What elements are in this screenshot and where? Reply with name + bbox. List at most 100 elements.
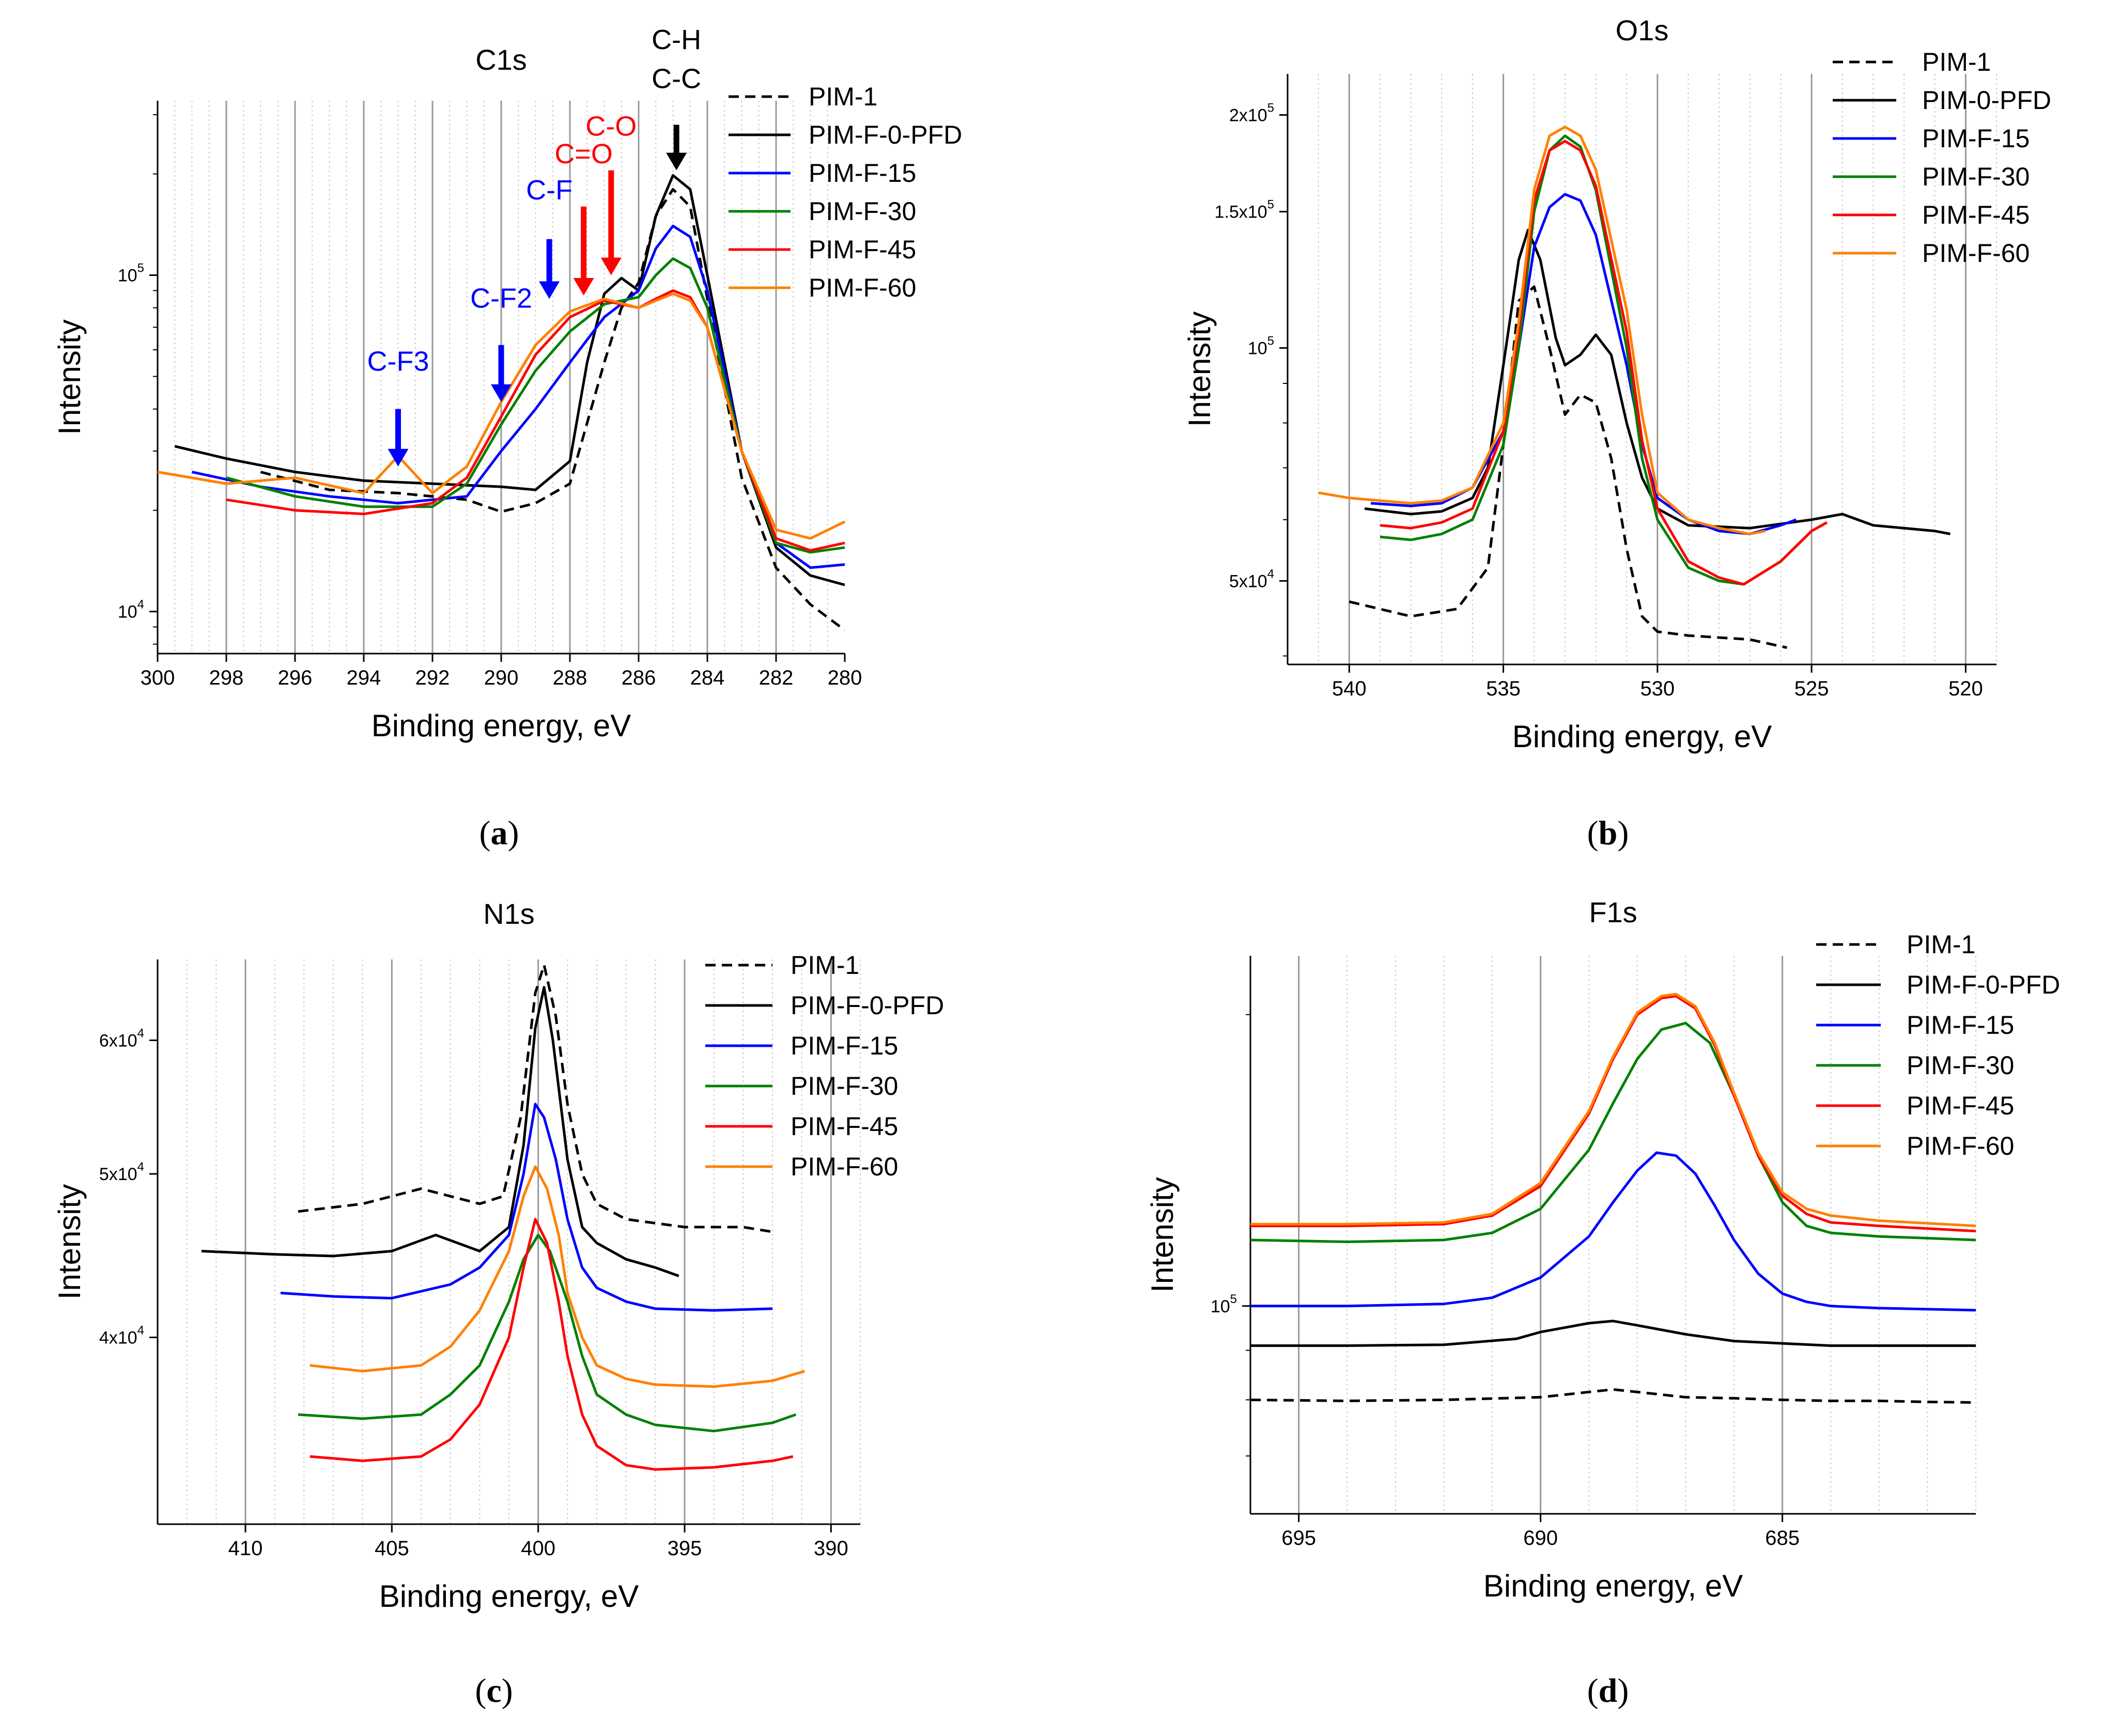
legend-label: PIM-1 — [791, 951, 859, 980]
legend-label: PIM-F-45 — [809, 235, 916, 264]
x-tick-label: 288 — [553, 667, 587, 689]
panel-label-b: (b) — [1587, 814, 1629, 852]
legend-label: PIM-F-45 — [1922, 200, 2030, 229]
chart-title: N1s — [483, 897, 535, 930]
annotation-label: C=O — [554, 138, 613, 169]
chart-title: O1s — [1616, 14, 1669, 47]
y-tick-label: 5x104 — [99, 1160, 144, 1184]
x-tick-label: 405 — [375, 1537, 409, 1560]
chart-title: C1s — [475, 43, 527, 76]
x-tick-label: 395 — [668, 1537, 702, 1560]
x-tick-label: 290 — [484, 667, 519, 689]
panel-label-a: (a) — [479, 814, 519, 852]
panel-d: 695 690 685 105 F1s Binding energy, eV Intensi… — [1145, 896, 2060, 1603]
series-pim-f-15 — [1250, 1151, 1976, 1312]
x-tick-label: 298 — [209, 667, 244, 689]
series-pim-f-60 — [157, 292, 846, 540]
panel-a: 300 298 296 294 292 290 288 286 284 282 280 104 105 C… — [52, 24, 962, 743]
y-axis-label: Intensity — [52, 1184, 87, 1299]
series-pim-f-45 — [1380, 140, 1828, 586]
x-tick-label: 685 — [1765, 1527, 1800, 1549]
legend-label: PIM-F-0-PFD — [1907, 970, 2060, 999]
y-tick-label: 105 — [118, 261, 144, 286]
series-pim-1 — [1250, 1388, 1976, 1404]
legend-label: PIM-F-30 — [1907, 1051, 2014, 1080]
series-pim-f-0-pfd — [174, 174, 845, 586]
series-pim-f-60 — [1250, 993, 1976, 1228]
x-axis-label: Binding energy, eV — [372, 708, 631, 743]
y-tick-label: 5x104 — [1229, 567, 1274, 591]
x-tick-label: 400 — [521, 1537, 555, 1560]
legend-label: PIM-F-15 — [791, 1031, 898, 1060]
annotation-arrowhead — [600, 257, 622, 275]
legend-label: PIM-0-PFD — [1922, 86, 2051, 115]
chart-title: F1s — [1589, 896, 1637, 928]
annotation-label: C-H — [652, 24, 701, 55]
legend-label: PIM-1 — [1907, 930, 1975, 959]
annotation-label: C-F — [526, 175, 572, 206]
series-pim-f-30 — [1250, 1021, 1976, 1243]
y-tick-label: 1.5x105 — [1215, 198, 1274, 222]
annotation-arrowhead — [388, 448, 409, 467]
panel-label-d: (d) — [1587, 1672, 1629, 1710]
legend-label: PIM-F-30 — [1922, 162, 2030, 191]
x-tick-label: 300 — [141, 667, 175, 689]
annotation-label: C-C — [652, 63, 701, 94]
series-pim-f-30 — [298, 1233, 797, 1433]
y-tick-label: 2x105 — [1229, 101, 1274, 126]
legend-label: PIM-F-60 — [791, 1152, 898, 1181]
series-pim-f-45 — [309, 1218, 794, 1471]
x-tick-label: 530 — [1640, 677, 1675, 700]
panel-b: 540 535 530 525 520 5x104 105 1.5x105 2x105 O1s Bi… — [1182, 14, 2051, 754]
annotation-arrowhead — [539, 281, 560, 299]
series-pim-f-60 — [1318, 126, 1766, 535]
series-pim-f-15 — [280, 1103, 773, 1312]
legend-label: PIM-F-15 — [1922, 124, 2030, 153]
legend-label: PIM-F-15 — [809, 159, 916, 188]
x-axis-label: Binding energy, eV — [1483, 1569, 1743, 1603]
legend-label: PIM-F-60 — [1922, 239, 2030, 268]
y-axis-label: Intensity — [52, 319, 87, 435]
x-tick-label: 390 — [814, 1537, 848, 1560]
series-pim-1 — [298, 964, 773, 1233]
legend-label: PIM-F-15 — [1907, 1011, 2014, 1040]
annotation-label: C-F2 — [470, 283, 532, 314]
x-tick-label: 292 — [415, 667, 450, 689]
annotation-label: C-O — [585, 111, 637, 142]
legend-label: PIM-1 — [1922, 48, 1991, 76]
annotation-label: C-F3 — [367, 346, 429, 377]
series-pim-f-0-pfd — [1250, 1320, 1976, 1347]
x-tick-label: 280 — [828, 667, 862, 689]
x-tick-label: 294 — [347, 667, 381, 689]
x-axis-label: Binding energy, eV — [379, 1579, 639, 1614]
x-tick-label: 535 — [1486, 677, 1521, 700]
y-tick-label: 104 — [118, 598, 144, 622]
annotation-arrowhead — [666, 152, 687, 171]
panel-c: 410 405 400 395 390 4x104 5x104 6x104 N1s Binding… — [52, 897, 944, 1614]
series-pim-1 — [260, 188, 846, 631]
legend-label: PIM-F-60 — [809, 273, 916, 302]
legend-label: PIM-F-30 — [809, 197, 916, 226]
legend-label: PIM-F-60 — [1907, 1132, 2014, 1160]
y-tick-label: 105 — [1211, 1292, 1237, 1316]
x-tick-label: 296 — [278, 667, 313, 689]
legend-label: PIM-F-0-PFD — [791, 991, 944, 1020]
series-pim-0-pfd — [1364, 228, 1951, 535]
y-axis-label: Intensity — [1145, 1177, 1180, 1292]
x-tick-label: 520 — [1948, 677, 1983, 700]
y-axis-label: Intensity — [1182, 312, 1217, 427]
series-pim-f-60 — [309, 1165, 806, 1388]
x-tick-label: 540 — [1332, 677, 1367, 700]
legend-label: PIM-F-45 — [1907, 1091, 2014, 1120]
x-tick-label: 410 — [228, 1537, 263, 1560]
x-tick-label: 525 — [1794, 677, 1829, 700]
x-tick-label: 695 — [1281, 1527, 1316, 1549]
series-pim-1 — [1349, 285, 1787, 649]
legend-label: PIM-1 — [809, 82, 877, 111]
y-tick-label: 6x104 — [99, 1026, 144, 1050]
legend-label: PIM-F-30 — [791, 1072, 898, 1100]
annotation-arrowhead — [491, 384, 512, 402]
legend-label: PIM-F-0-PFD — [809, 120, 962, 149]
series-pim-f-15 — [1370, 193, 1797, 535]
series-pim-f-0-pfd — [201, 986, 679, 1277]
